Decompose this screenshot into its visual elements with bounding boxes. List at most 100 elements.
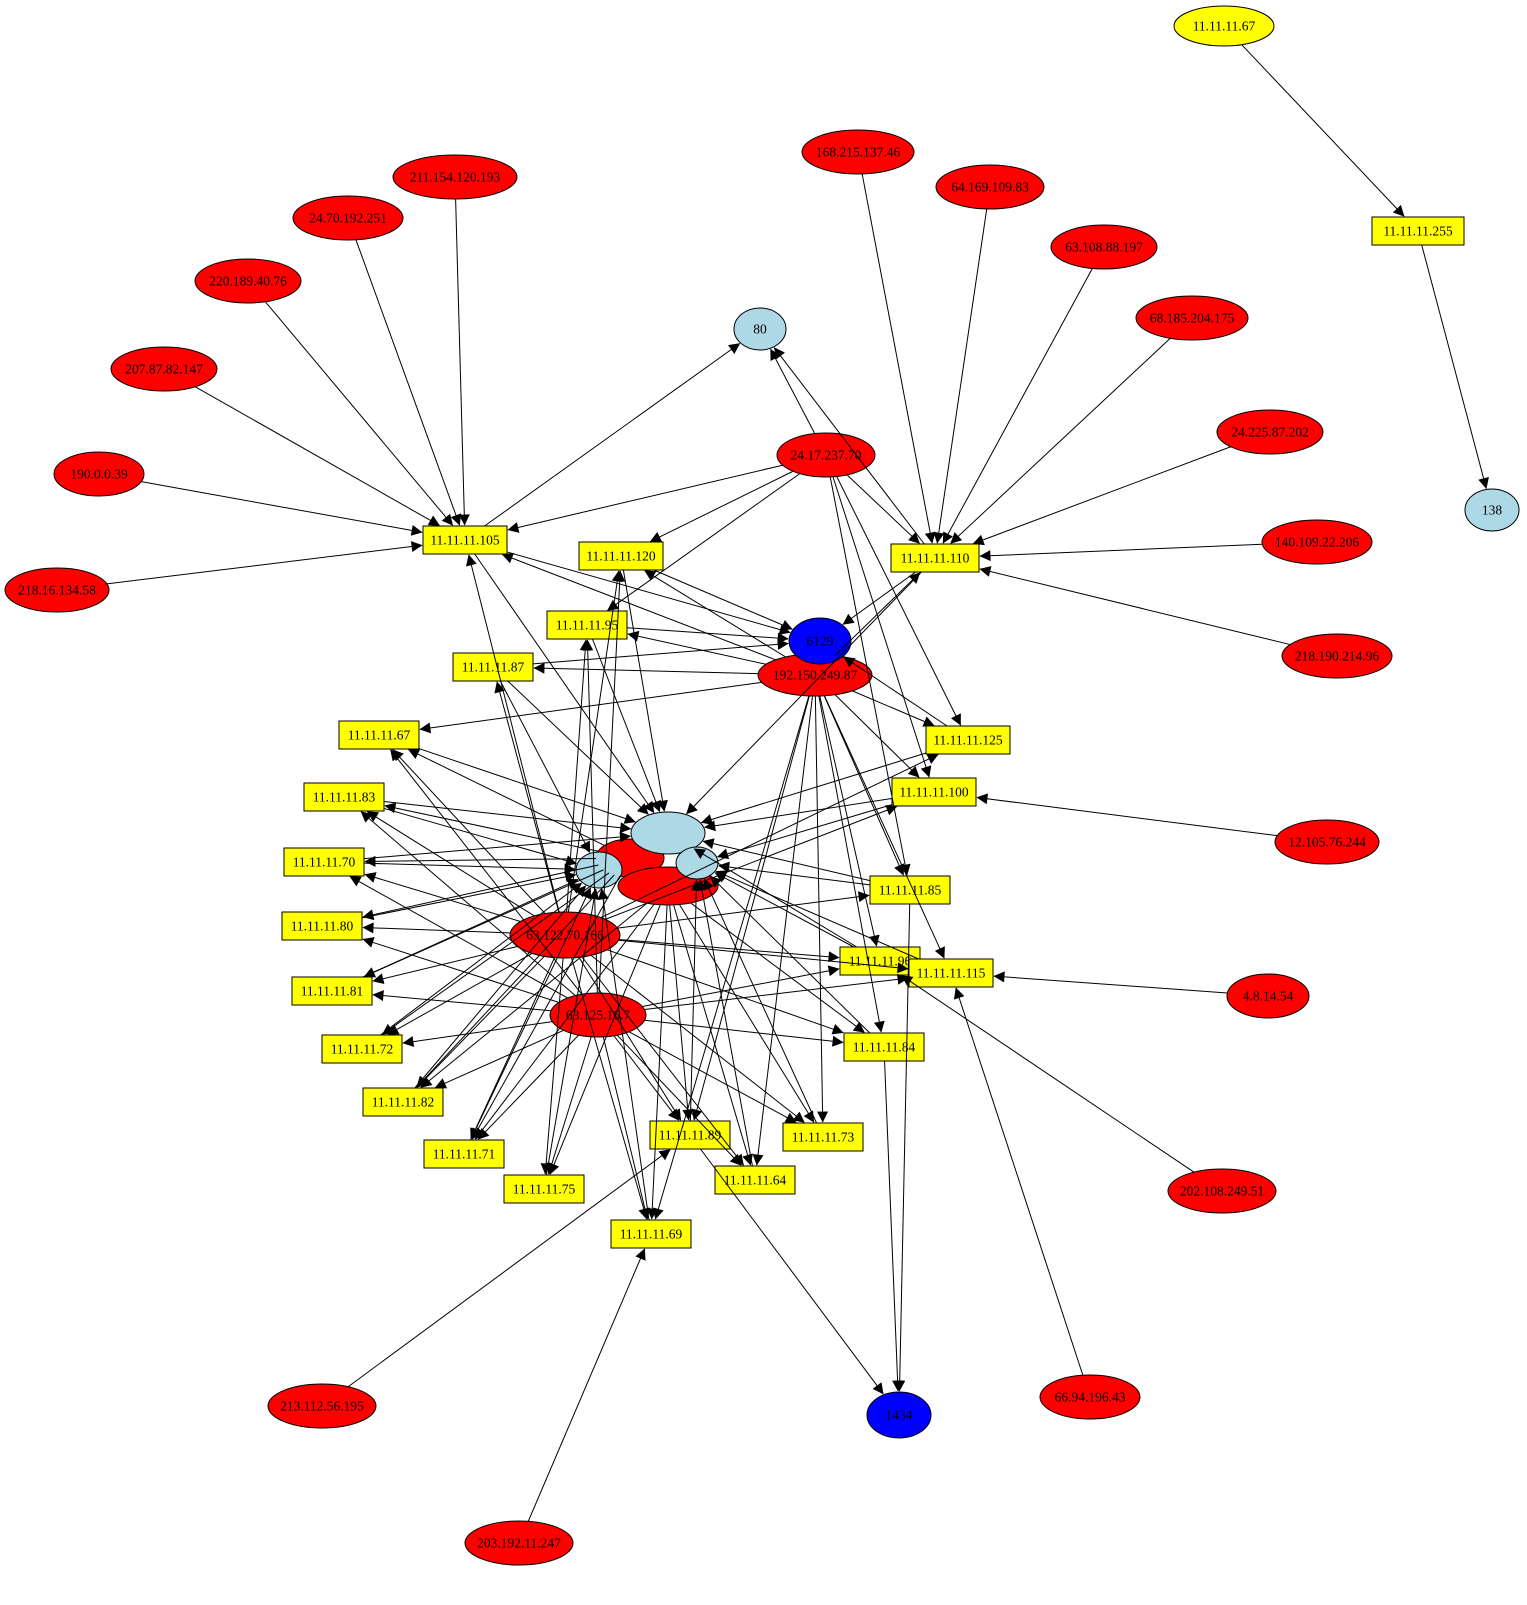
- edge-192.150.249.87-to-11.11.11.69: [653, 695, 810, 1220]
- node-211.154.120.193: 211.154.120.193: [392, 154, 518, 200]
- edge-11.11.11.100-to-port-c: [716, 804, 893, 860]
- edge-11.11.11.95-to-port-a: [591, 638, 661, 813]
- edge-24.17.237.70-to-11.11.11.100: [832, 476, 932, 778]
- edge-63.122.70.166-to-11.11.11.105: [466, 554, 560, 913]
- node-port-6129: 6129: [788, 617, 852, 665]
- edge-24.70.192.251-to-11.11.11.105: [355, 239, 462, 526]
- node-66.94.196.43: 66.94.196.43: [1039, 1374, 1141, 1420]
- edge-63.125.16.7-to-11.11.11.84: [644, 1019, 844, 1047]
- node-12.105.76.244: 12.105.76.244: [1274, 819, 1380, 865]
- edge-63.122.70.166-to-11.11.11.64: [581, 956, 744, 1166]
- edge-63.125.16.7-to-11.11.11.67: [390, 749, 583, 995]
- edge-11.11.11.71-to-port-b: [470, 887, 592, 1141]
- edge-4.8.14.54-to-11.11.11.115: [993, 971, 1228, 994]
- node-63.125.16.7: 63.125.16.7: [549, 992, 647, 1038]
- node-11.11.11.80: 11.11.11.80: [281, 911, 363, 941]
- edge-63.122.70.166-to-11.11.11.72: [387, 953, 533, 1035]
- edge-63.125.16.7-to-11.11.11.73: [628, 1031, 797, 1123]
- node-11.11.11.255: 11.11.11.255: [1371, 216, 1465, 246]
- edge-63.122.70.166-to-11.11.11.71: [470, 957, 556, 1140]
- node-11.11.11.115: 11.11.11.115: [908, 958, 994, 988]
- node-11.11.11.120: 11.11.11.120: [578, 541, 664, 571]
- edge-11.11.11.105-to-port-a: [474, 553, 655, 814]
- edge-11.11.11.81-to-port-b: [362, 878, 579, 978]
- node-24.17.237.70: 24.17.237.70: [776, 432, 876, 478]
- edge-192.150.249.87-to-11.11.11.87: [533, 662, 759, 675]
- edge-63.122.70.166-to-11.11.11.84: [606, 949, 844, 1035]
- node-190.0.0.39: 190.0.0.39: [53, 451, 145, 497]
- edge-ext-a-to-11.11.11.80: [362, 864, 599, 921]
- node-11.11.11.100: 11.11.11.100: [891, 777, 977, 807]
- edge-168.215.137.46-to-11.11.11.110: [861, 173, 936, 544]
- node-220.189.40.76: 220.189.40.76: [194, 258, 302, 304]
- node-11.11.11.70: 11.11.11.70: [283, 847, 365, 877]
- edge-11.11.11.125-to-port-6129: [843, 656, 948, 727]
- edge-24.17.237.70-to-port-80: [770, 348, 816, 434]
- edge-11.11.11.83-to-port-b: [383, 807, 577, 866]
- edge-11.11.11.125-to-port-a: [700, 752, 927, 825]
- node-11.11.11.82: 11.11.11.82: [362, 1087, 444, 1117]
- edge-11.11.11.70-to-port-b: [363, 862, 576, 875]
- edge-11.11.11.100-to-port-a: [704, 797, 893, 832]
- edge-190.0.0.39-to-11.11.11.105: [141, 481, 423, 536]
- edge-192.150.249.87-to-11.11.11.89: [691, 695, 810, 1121]
- node-207.87.82.147: 207.87.82.147: [110, 346, 218, 392]
- node-213.112.56.195: 213.112.56.195: [267, 1383, 377, 1429]
- edge-63.122.70.166-to-11.11.11.85: [617, 891, 870, 929]
- edge-63.122.70.166-to-11.11.11.100: [605, 805, 898, 920]
- edge-11.11.11.115-to-port-c: [715, 870, 919, 960]
- edge-11.11.11.85-to-port-a: [702, 838, 871, 882]
- edge-11.11.11.255-to-port-138: [1421, 244, 1489, 489]
- edge-24.17.237.70-to-11.11.11.95: [607, 473, 801, 611]
- node-11.11.11.64: 11.11.11.64: [714, 1165, 796, 1195]
- node-11.11.11.75: 11.11.11.75: [503, 1174, 585, 1204]
- edge-11.11.11.83-to-port-a: [383, 800, 632, 834]
- edge-ext-b-to-11.11.11.64: [673, 904, 753, 1166]
- edge-63.122.70.166-to-11.11.11.70: [364, 872, 521, 922]
- edge-11.11.11.70-to-port-a: [363, 831, 631, 860]
- edge-63.125.16.7-to-11.11.11.75: [546, 1036, 592, 1175]
- edge-ext-b-to-11.11.11.84: [690, 902, 865, 1033]
- node-11.11.11.67: 11.11.11.67: [338, 720, 420, 750]
- edge-63.125.16.7-to-11.11.11.72: [402, 1021, 553, 1048]
- edge-ext-a-to-11.11.11.71: [471, 875, 621, 1140]
- edge-11.11.11.72-to-port-b: [380, 882, 583, 1036]
- edge-11.11.11.75-to-port-b: [545, 888, 600, 1176]
- edge-63.122.70.166-to-11.11.11.120: [567, 570, 623, 913]
- node-203.192.11.247: 203.192.11.247: [464, 1520, 574, 1566]
- edge-ext-a-to-11.11.11.82: [416, 874, 615, 1088]
- node-63.122.70.166: 63.122.70.166: [509, 911, 621, 959]
- node-port-b: [575, 851, 623, 889]
- node-port-1434: 1434: [866, 1391, 932, 1439]
- edge-63.108.88.197-to-11.11.11.110: [942, 268, 1093, 544]
- node-11.11.11.110: 11.11.11.110: [890, 543, 980, 573]
- node-202.108.249.51: 202.108.249.51: [1167, 1168, 1277, 1214]
- edge-220.189.40.76-to-11.11.11.105: [265, 301, 454, 526]
- edge-63.122.70.166-to-11.11.11.87: [494, 681, 560, 913]
- edge-66.94.196.43-to-11.11.11.115: [953, 987, 1084, 1376]
- edge-63.122.70.166-to-11.11.11.125: [600, 753, 939, 919]
- edge-63.125.16.7-to-11.11.11.70: [349, 876, 568, 999]
- edge-192.150.249.87-to-11.11.11.84: [818, 695, 885, 1033]
- edge-11.11.11.96-to-port-a: [693, 848, 858, 948]
- edge-192.150.249.87-to-11.11.11.67: [419, 681, 762, 734]
- edge-ext-a-to-11.11.11.83: [384, 802, 599, 852]
- edge-63.125.16.7-to-11.11.11.120: [598, 570, 626, 994]
- edge-ext-b-to-11.11.11.82: [420, 902, 648, 1088]
- node-11.11.11.87: 11.11.11.87: [452, 652, 534, 682]
- edge-11.11.11.84-to-port-1434: [884, 1060, 904, 1392]
- node-68.185.204.175: 68.185.204.175: [1135, 295, 1249, 341]
- edge-211.154.120.193-to-11.11.11.105: [455, 198, 470, 526]
- edge-ext-b-to-11.11.11.71: [474, 903, 655, 1140]
- edge-192.150.249.87-to-11.11.11.110: [834, 572, 921, 656]
- edge-24.17.237.70-to-11.11.11.110: [846, 474, 920, 544]
- edge-218.16.134.58-to-11.11.11.105: [106, 541, 423, 585]
- node-11.11.11.81: 11.11.11.81: [291, 976, 373, 1006]
- edge-192.150.249.87-to-11.11.11.85: [823, 695, 905, 876]
- node-64.169.109.83: 64.169.109.83: [935, 164, 1045, 210]
- node-63.108.88.197: 63.108.88.197: [1050, 224, 1158, 270]
- node-11.11.11.72: 11.11.11.72: [321, 1034, 403, 1064]
- edge-140.109.22.206-to-11.11.11.110: [979, 543, 1263, 562]
- edge-63.125.16.7-to-11.11.11.69: [602, 1036, 651, 1220]
- edge-63.122.70.166-to-11.11.11.115: [618, 939, 909, 974]
